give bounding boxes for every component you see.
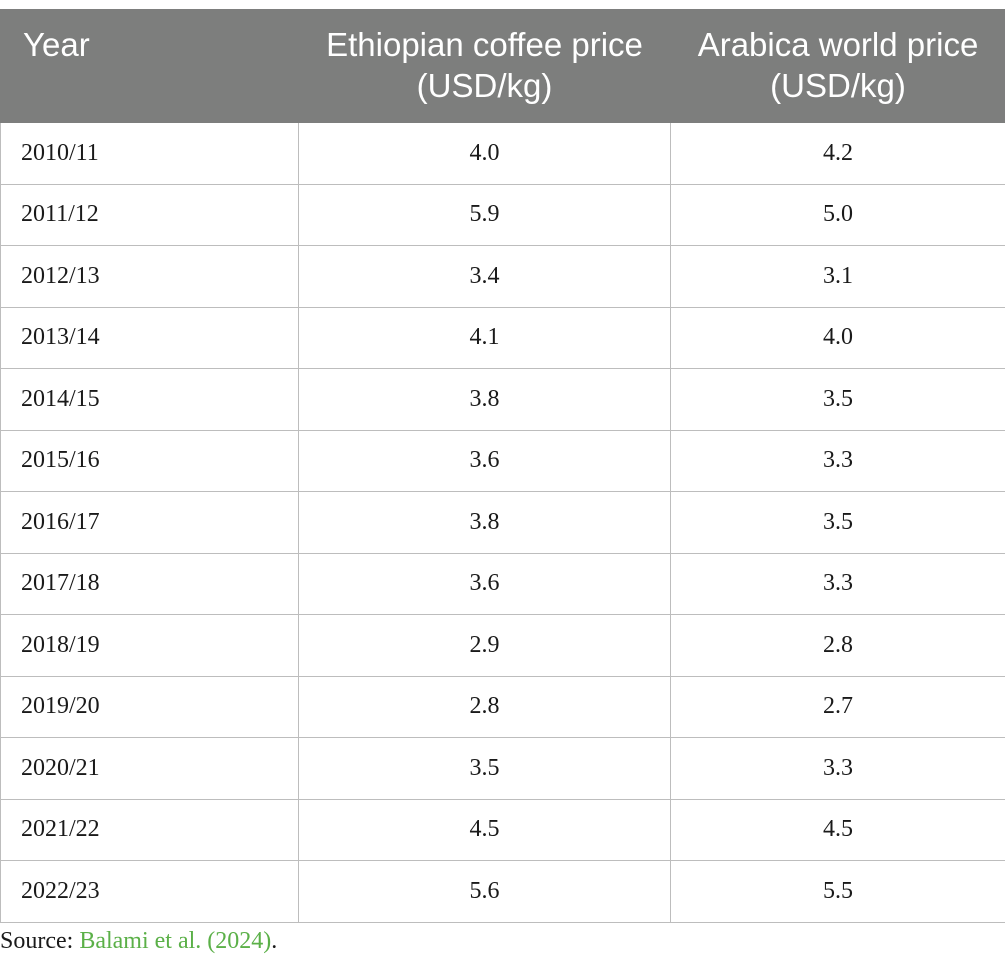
ethiopian-price-cell: 5.6 xyxy=(298,860,671,923)
year-cell: 2011/12 xyxy=(0,183,299,246)
source-prefix: Source: xyxy=(0,928,80,954)
year-cell: 2014/15 xyxy=(0,368,299,431)
arabica-price-cell: 3.3 xyxy=(670,552,1005,615)
arabica-price-cell: 4.5 xyxy=(670,798,1005,861)
arabica-price-cell: 3.3 xyxy=(670,737,1005,800)
coffee-price-table: Year Ethiopian coffee price (USD/kg) Ara… xyxy=(0,9,1005,923)
ethiopian-price-cell: 3.8 xyxy=(298,368,671,431)
table-row: 2020/21 3.5 3.3 xyxy=(0,737,1005,800)
ethiopian-price-cell: 3.8 xyxy=(298,491,671,554)
table-row: 2011/12 5.9 5.0 xyxy=(0,183,1005,246)
table-row: 2017/18 3.6 3.3 xyxy=(0,552,1005,615)
table-row: 2010/11 4.0 4.2 xyxy=(0,122,1005,185)
table-row: 2016/17 3.8 3.5 xyxy=(0,491,1005,554)
header-arabica-price: Arabica world price (USD/kg) xyxy=(670,9,1005,123)
table-row: 2021/22 4.5 4.5 xyxy=(0,798,1005,861)
arabica-price-cell: 2.8 xyxy=(670,614,1005,677)
ethiopian-price-cell: 5.9 xyxy=(298,183,671,246)
ethiopian-price-cell: 3.6 xyxy=(298,429,671,492)
ethiopian-price-cell: 2.9 xyxy=(298,614,671,677)
arabica-price-cell: 4.2 xyxy=(670,122,1005,185)
table-body: 2010/11 4.0 4.2 2011/12 5.9 5.0 2012/13 … xyxy=(0,122,1005,923)
year-cell: 2020/21 xyxy=(0,737,299,800)
ethiopian-price-cell: 3.4 xyxy=(298,245,671,308)
ethiopian-price-cell: 3.6 xyxy=(298,552,671,615)
year-cell: 2016/17 xyxy=(0,491,299,554)
ethiopian-price-cell: 4.5 xyxy=(298,798,671,861)
year-cell: 2021/22 xyxy=(0,798,299,861)
arabica-price-cell: 3.5 xyxy=(670,491,1005,554)
table-row: 2022/23 5.6 5.5 xyxy=(0,860,1005,923)
arabica-price-cell: 3.1 xyxy=(670,245,1005,308)
table-header: Year Ethiopian coffee price (USD/kg) Ara… xyxy=(0,9,1005,123)
source-suffix: . xyxy=(271,928,278,954)
arabica-price-cell: 3.5 xyxy=(670,368,1005,431)
arabica-price-cell: 2.7 xyxy=(670,675,1005,738)
table-row: 2019/20 2.8 2.7 xyxy=(0,675,1005,738)
year-cell: 2013/14 xyxy=(0,306,299,369)
header-ethiopian-price: Ethiopian coffee price (USD/kg) xyxy=(298,9,671,123)
year-cell: 2010/11 xyxy=(0,122,299,185)
arabica-price-cell: 3.3 xyxy=(670,429,1005,492)
table-row: 2015/16 3.6 3.3 xyxy=(0,429,1005,492)
header-row: Year Ethiopian coffee price (USD/kg) Ara… xyxy=(0,9,1005,123)
year-cell: 2015/16 xyxy=(0,429,299,492)
year-cell: 2022/23 xyxy=(0,860,299,923)
source-note: Source: Balami et al. (2024). xyxy=(0,928,277,955)
table-row: 2018/19 2.9 2.8 xyxy=(0,614,1005,677)
header-year: Year xyxy=(0,9,299,123)
ethiopian-price-cell: 2.8 xyxy=(298,675,671,738)
arabica-price-cell: 5.0 xyxy=(670,183,1005,246)
ethiopian-price-cell: 3.5 xyxy=(298,737,671,800)
arabica-price-cell: 5.5 xyxy=(670,860,1005,923)
ethiopian-price-cell: 4.1 xyxy=(298,306,671,369)
year-cell: 2019/20 xyxy=(0,675,299,738)
arabica-price-cell: 4.0 xyxy=(670,306,1005,369)
table-row: 2013/14 4.1 4.0 xyxy=(0,306,1005,369)
source-citation-link[interactable]: Balami et al. (2024) xyxy=(79,928,272,954)
year-cell: 2017/18 xyxy=(0,552,299,615)
ethiopian-price-cell: 4.0 xyxy=(298,122,671,185)
table-row: 2014/15 3.8 3.5 xyxy=(0,368,1005,431)
year-cell: 2018/19 xyxy=(0,614,299,677)
table-row: 2012/13 3.4 3.1 xyxy=(0,245,1005,308)
year-cell: 2012/13 xyxy=(0,245,299,308)
